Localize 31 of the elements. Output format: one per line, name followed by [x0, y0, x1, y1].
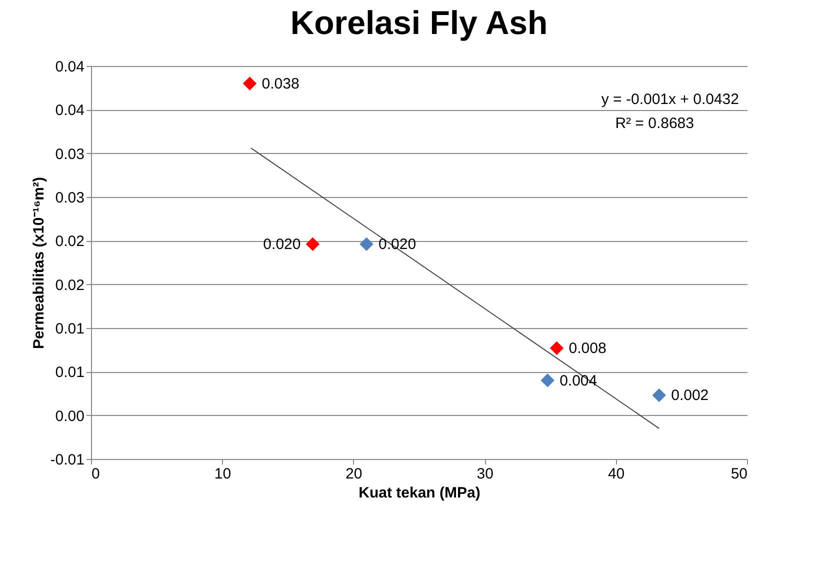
y-tick-label: 0.00	[55, 408, 84, 425]
annotation: R² = 0.8683	[615, 115, 694, 132]
y-tick-label: 0.03	[55, 146, 84, 163]
x-tick-label: 50	[730, 466, 748, 482]
chart-title: Korelasi Fly Ash	[290, 4, 548, 41]
point	[550, 341, 564, 355]
y-tick-label: 0.04	[55, 102, 84, 120]
point	[540, 374, 554, 388]
point	[306, 237, 320, 252]
x-tick-label: 40	[608, 466, 625, 482]
y-tick-label: -0.01	[50, 452, 84, 468]
y-tick-label: 0.01	[55, 320, 84, 338]
y-tick-label: 0.02	[55, 233, 84, 250]
x-axis-title: Kuat tekan (MPa)	[358, 484, 480, 502]
data-label: 0.038	[262, 75, 300, 92]
point	[360, 237, 374, 252]
x-tick-label: 10	[214, 466, 232, 482]
y-axis-title: Permeabilitas (x10⁻¹⁶m²)	[30, 177, 48, 349]
y-tick-label: 0.04	[55, 58, 84, 76]
point	[242, 76, 257, 90]
data-label: 0.002	[671, 387, 709, 404]
annotation: y = -0.001x + 0.0432	[601, 91, 739, 108]
x-tick-label: 30	[476, 466, 494, 482]
y-tick-label: 0.02	[55, 276, 84, 294]
x-tick-label: 20	[346, 466, 362, 482]
y-tick-label: 0.03	[55, 190, 84, 206]
data-label: 0.020	[263, 236, 301, 254]
x-tick-label: 0	[92, 466, 100, 482]
data-label: 0.008	[568, 340, 606, 358]
y-tick-label: 0.01	[55, 364, 84, 382]
point	[652, 388, 666, 402]
